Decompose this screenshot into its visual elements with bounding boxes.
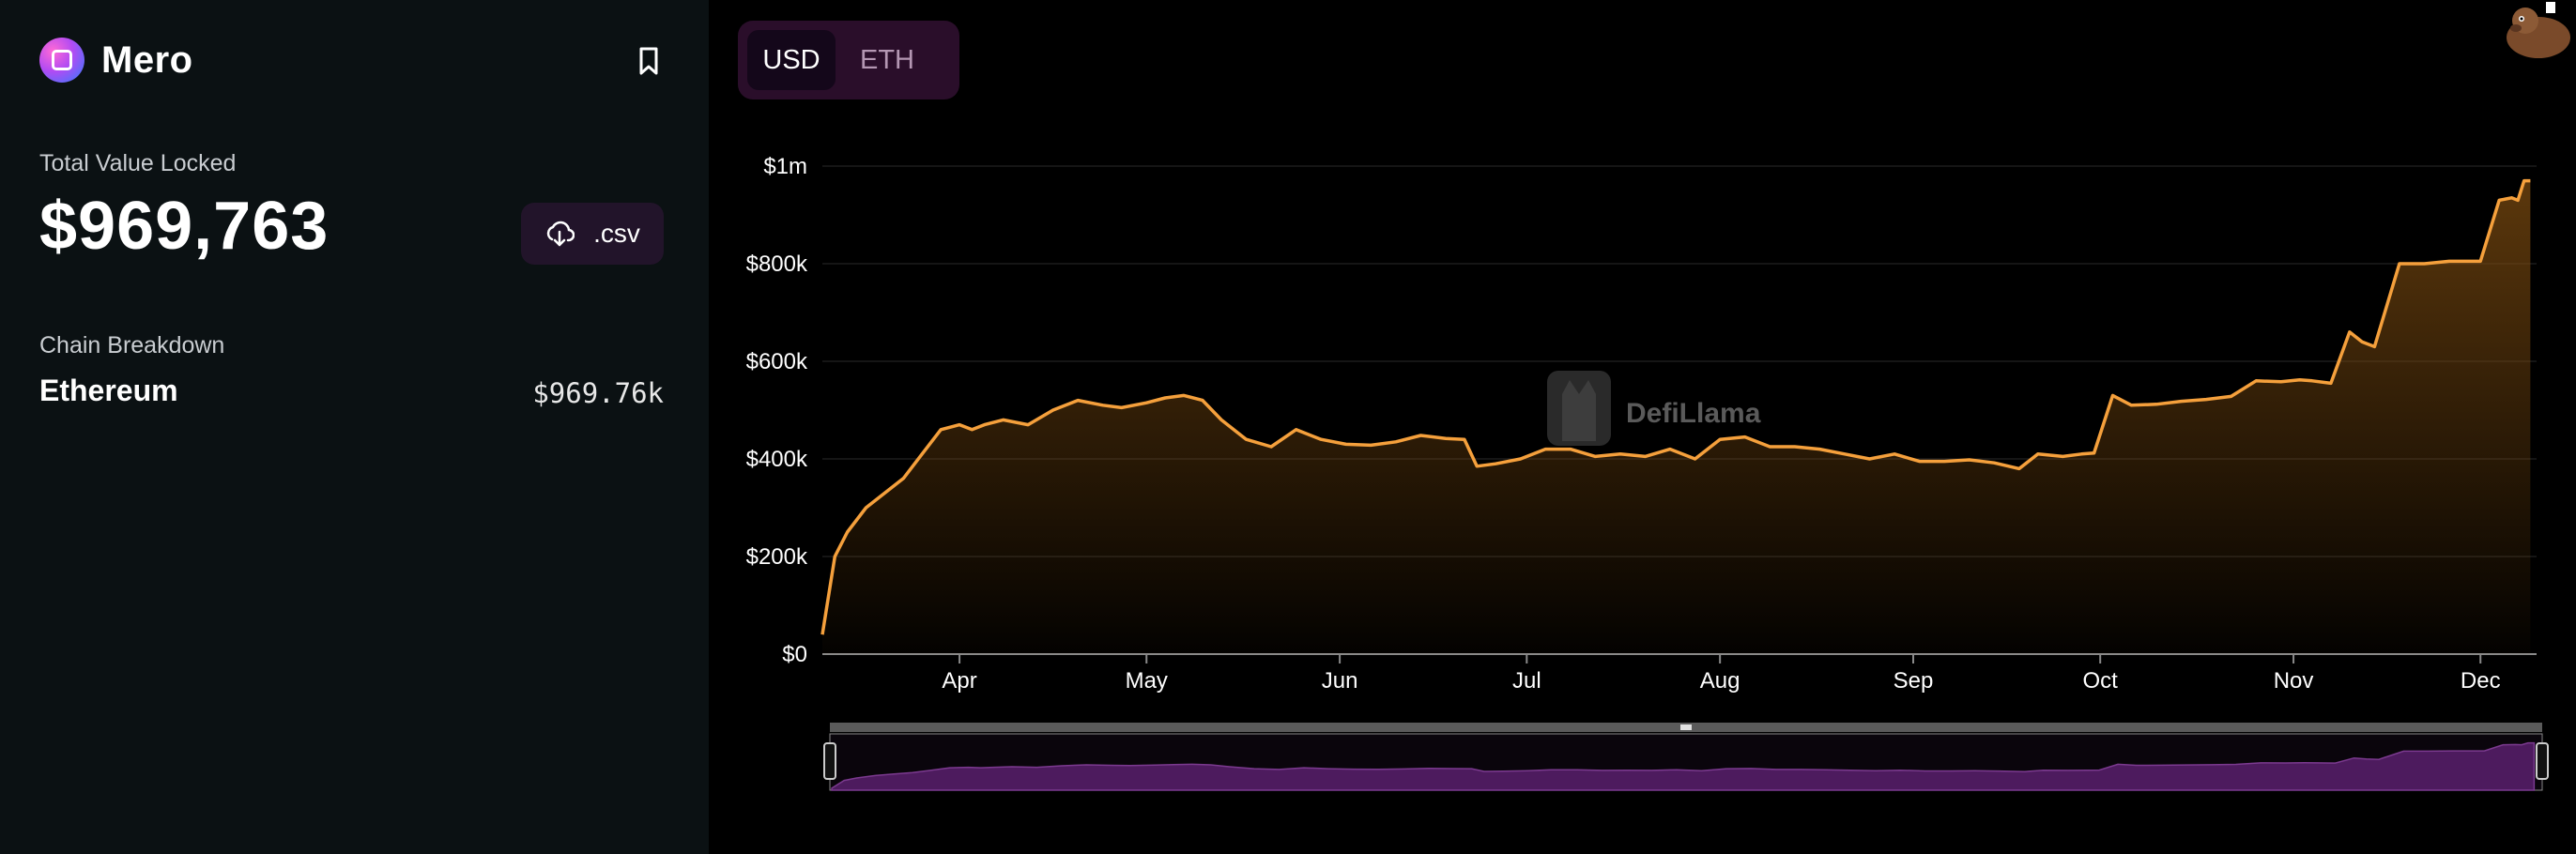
tvl-label: Total Value Locked — [39, 150, 237, 176]
brush-mini-area — [831, 741, 2536, 791]
sidebar: Mero Total Value Locked $969,763 .csv Ch… — [0, 0, 709, 854]
brush-handle-right[interactable] — [2536, 742, 2549, 780]
bookmark-icon[interactable] — [634, 45, 664, 77]
x-tick-label: Apr — [942, 668, 976, 694]
chart-brush[interactable] — [823, 723, 2549, 791]
mero-logo — [39, 38, 84, 83]
toggle-usd[interactable]: USD — [747, 30, 836, 90]
chain-breakdown-label: Chain Breakdown — [39, 332, 225, 358]
defillama-watermark: DefiLlama — [1547, 371, 1761, 446]
x-tick-label: Dec — [2461, 668, 2501, 694]
download-csv-button[interactable]: .csv — [521, 203, 664, 265]
x-tick-label: Jun — [1322, 668, 1358, 694]
brush-handle-left[interactable] — [823, 742, 836, 780]
protocol-name: Mero — [101, 38, 193, 81]
x-tick-label: Nov — [2274, 668, 2314, 694]
y-tick-label: $200k — [746, 544, 808, 570]
brush-grip[interactable] — [1680, 724, 1692, 730]
chain-value: $969.76k — [532, 377, 664, 409]
tvl-area — [822, 180, 2531, 654]
tvl-value: $969,763 — [39, 189, 330, 264]
watermark-text: DefiLlama — [1626, 398, 1761, 429]
y-tick-label: $400k — [746, 447, 808, 472]
y-tick-label: $0 — [782, 642, 807, 667]
x-tick-label: Jul — [1512, 668, 1541, 694]
chain-name: Ethereum — [39, 374, 178, 407]
x-tick-label: Oct — [2083, 668, 2119, 694]
x-tick-label: Aug — [1700, 668, 1740, 694]
llama-mascot-icon — [2507, 2, 2570, 58]
x-tick-label: May — [1126, 668, 1168, 694]
y-tick-label: $600k — [746, 349, 808, 374]
y-tick-label: $1m — [763, 154, 807, 179]
csv-label: .csv — [593, 219, 640, 248]
tvl-line — [820, 178, 2531, 635]
protocol-header: Mero — [39, 38, 193, 83]
x-tick-label: Sep — [1894, 668, 1934, 694]
download-cloud-icon — [546, 221, 575, 247]
currency-toggle: USD ETH — [738, 21, 959, 99]
y-tick-label: $800k — [746, 252, 808, 277]
toggle-eth[interactable]: ETH — [860, 44, 914, 75]
